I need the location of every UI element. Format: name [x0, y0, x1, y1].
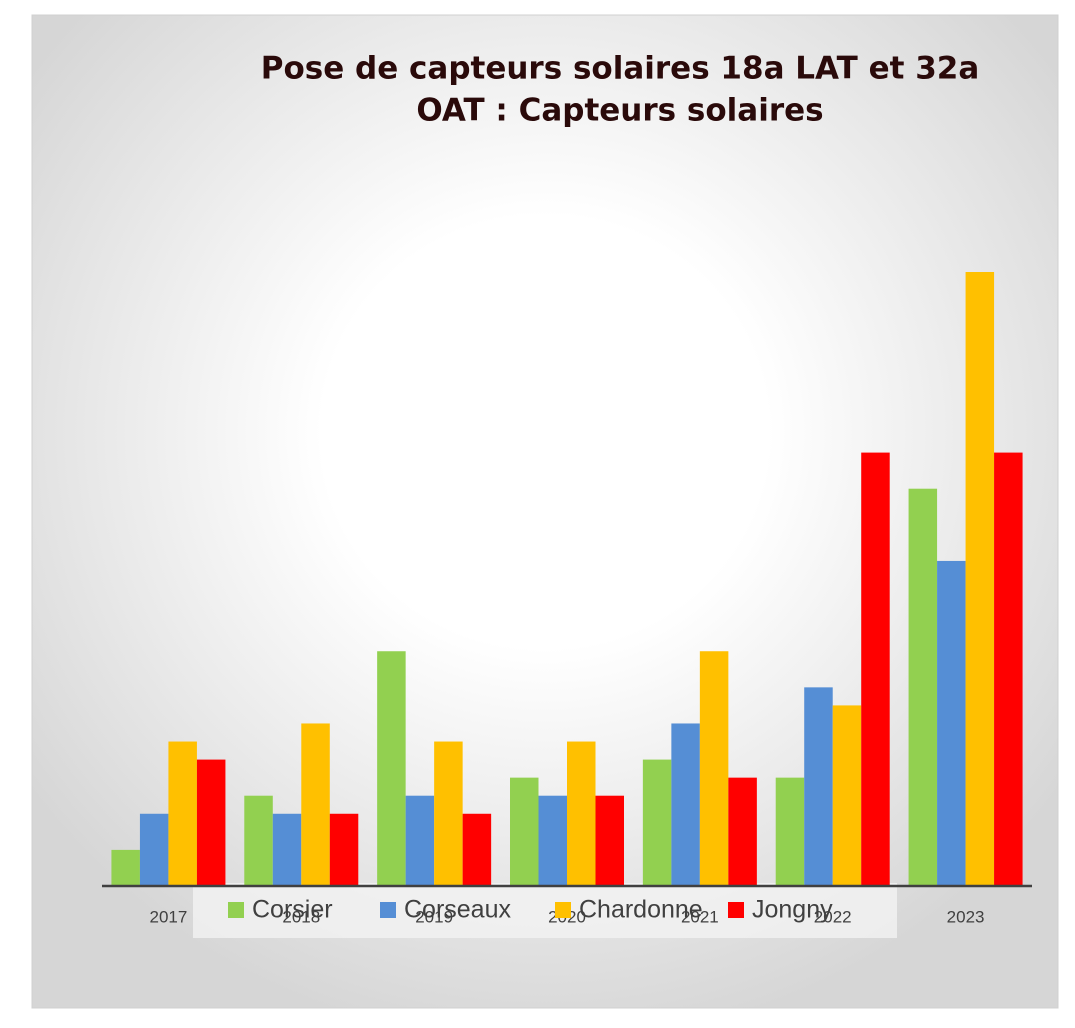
bar [272, 813, 302, 886]
bar [937, 560, 966, 886]
bar [168, 741, 197, 886]
bar [538, 795, 567, 886]
bar [595, 795, 624, 886]
bar [139, 813, 169, 886]
bar [405, 795, 435, 886]
bar [301, 723, 330, 886]
bar [196, 759, 226, 886]
legend-swatch [555, 902, 571, 918]
x-tick-label: 2019 [415, 907, 453, 926]
legend-label: Corsier [252, 896, 333, 924]
bar [434, 741, 463, 886]
chart-title: Pose de capteurs solaires 18a LAT et 32a [261, 51, 980, 87]
bar [699, 651, 729, 886]
bar [510, 777, 539, 886]
bar [775, 777, 805, 886]
legend-label: Corseaux [404, 896, 511, 924]
x-tick-label: 2022 [814, 907, 852, 926]
bar [329, 813, 359, 886]
chart-title: OAT : Capteurs solaires [416, 93, 823, 129]
bar [908, 488, 938, 886]
x-tick-label: 2018 [282, 907, 320, 926]
legend-swatch [228, 902, 244, 918]
legend-label: Chardonne [579, 896, 703, 924]
bar [567, 741, 596, 886]
bar [804, 687, 833, 886]
bar [111, 849, 140, 886]
legend-swatch [380, 902, 396, 918]
x-tick-label: 2023 [947, 907, 985, 926]
legend-box [193, 883, 897, 938]
bar [994, 452, 1023, 886]
legend-label: Jongny [752, 896, 833, 924]
bar [462, 813, 492, 886]
bar [671, 723, 700, 886]
bar [965, 272, 995, 886]
bar [832, 705, 862, 886]
bar [861, 452, 890, 886]
bar [244, 795, 273, 886]
bar [728, 777, 757, 886]
legend-swatch [728, 902, 744, 918]
x-tick-label: 2017 [150, 907, 188, 926]
bar [642, 759, 672, 886]
bar [377, 651, 406, 886]
x-tick-label: 2021 [681, 907, 719, 926]
